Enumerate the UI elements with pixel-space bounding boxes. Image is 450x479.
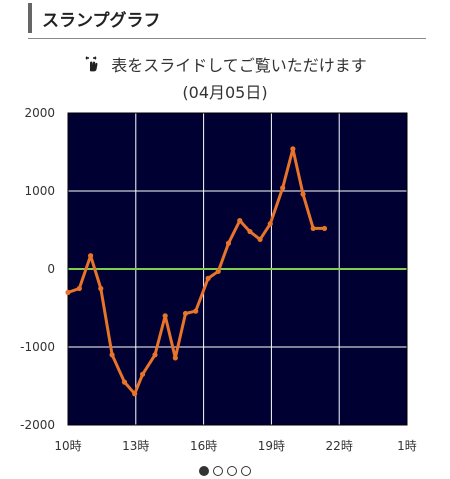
y-tick-label: 0 (47, 262, 55, 276)
data-point (98, 285, 104, 292)
data-point (132, 391, 138, 397)
x-tick-label: 19時 (258, 439, 285, 453)
data-point (225, 240, 232, 246)
data-point (267, 221, 273, 227)
data-point (215, 268, 221, 274)
x-tick-label: 1時 (397, 439, 417, 453)
y-tick-label: -1000 (20, 340, 55, 354)
pager-dots (0, 466, 450, 476)
data-point (172, 355, 178, 361)
pager-dot[interactable] (241, 466, 251, 476)
pager-dot[interactable] (213, 466, 223, 476)
header-divider (28, 38, 426, 39)
data-point (257, 236, 263, 242)
data-point (310, 225, 316, 232)
data-point (290, 146, 296, 152)
data-point (139, 371, 146, 377)
data-point (182, 310, 189, 317)
date-label: (04月05日) (182, 83, 268, 102)
data-point (205, 275, 211, 281)
swipe-hint: 表をスライドしてご覧いただけます (0, 52, 450, 76)
data-point (193, 308, 199, 314)
section-title: スランプグラフ (42, 10, 161, 31)
y-tick-label: 1000 (24, 184, 55, 198)
data-point (321, 225, 328, 232)
data-point (88, 253, 94, 259)
plot-border (67, 112, 408, 426)
data-point (162, 313, 168, 319)
data-point (76, 285, 82, 292)
data-point (300, 191, 306, 197)
swipe-hand-icon (85, 56, 98, 72)
x-tick-label: 10時 (54, 439, 81, 453)
section-header: スランプグラフ (28, 3, 161, 33)
slump-chart[interactable]: 10時 13時 16時 19時 22時 1時 2000 1000 0 -1000 -2000 (0, 100, 450, 466)
data-point (280, 185, 286, 191)
data-point (109, 352, 115, 358)
data-point (247, 228, 253, 235)
y-tick-label: -2000 (20, 418, 55, 432)
x-tick-label: 22時 (326, 439, 353, 453)
data-point (121, 379, 128, 385)
x-tick-label: 16時 (190, 439, 217, 453)
pager-dot[interactable] (199, 466, 209, 476)
data-point (237, 218, 243, 224)
pager-dot[interactable] (227, 466, 237, 476)
hint-text: 表をスライドしてご覧いただけます (111, 56, 367, 75)
x-tick-label: 13時 (122, 439, 149, 453)
data-point (65, 289, 71, 295)
y-tick-label: 2000 (24, 106, 55, 120)
data-point (152, 352, 158, 358)
